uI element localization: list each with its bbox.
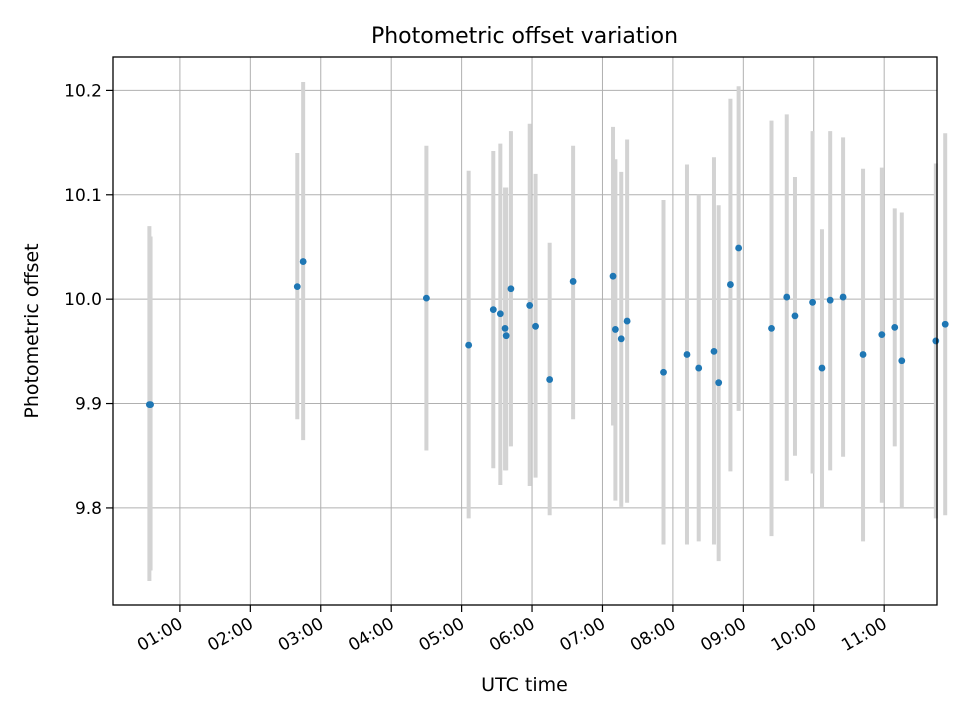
x-tick-label: 02:00 xyxy=(204,614,256,656)
data-point xyxy=(147,401,154,408)
data-point xyxy=(768,324,775,332)
grid-lines xyxy=(113,57,937,605)
data-point xyxy=(941,320,949,328)
x-tick-label: 10:00 xyxy=(768,614,820,656)
data-point xyxy=(818,364,826,372)
data-point xyxy=(526,302,534,309)
y-tick-label: 10.2 xyxy=(64,81,102,101)
data-point xyxy=(423,294,430,302)
data-point xyxy=(611,326,619,333)
data-point xyxy=(826,296,834,304)
x-tick-label: 08:00 xyxy=(627,614,679,656)
x-tick-label: 04:00 xyxy=(345,614,397,656)
data-point xyxy=(839,293,847,301)
y-tick-label: 9.8 xyxy=(75,499,102,519)
data-point xyxy=(507,285,515,293)
x-tick-label: 09:00 xyxy=(697,614,749,656)
x-tick-label: 07:00 xyxy=(557,614,609,656)
data-point xyxy=(489,306,497,314)
data-point xyxy=(783,293,791,301)
data-point xyxy=(569,278,577,285)
data-point xyxy=(695,364,703,372)
data-point xyxy=(660,368,667,376)
data-point xyxy=(532,322,539,330)
x-tick-label: 06:00 xyxy=(486,614,538,656)
data-point xyxy=(809,298,816,306)
x-axis-label: UTC time xyxy=(481,674,568,696)
data-point xyxy=(623,317,631,325)
x-tick-label: 01:00 xyxy=(134,614,186,656)
x-tick-label: 05:00 xyxy=(416,614,468,656)
data-point xyxy=(791,312,799,320)
data-point xyxy=(465,341,473,349)
x-tick-label: 11:00 xyxy=(838,614,890,656)
data-point xyxy=(727,281,734,288)
data-point xyxy=(715,379,723,387)
data-point xyxy=(293,283,301,291)
data-point xyxy=(878,331,886,339)
data-point xyxy=(735,244,743,252)
data-point xyxy=(710,347,718,355)
data-point xyxy=(891,323,899,331)
data-point xyxy=(496,310,504,318)
data-point xyxy=(609,272,617,280)
data-point xyxy=(859,351,867,358)
plot-frame xyxy=(112,56,938,606)
y-tick-label: 9.9 xyxy=(75,395,102,415)
y-tick-label: 10.0 xyxy=(64,290,102,310)
y-tick-label: 10.1 xyxy=(64,186,102,206)
data-point xyxy=(502,332,510,340)
data-point xyxy=(299,258,307,265)
data-point xyxy=(932,337,940,345)
x-tick-label: 03:00 xyxy=(275,614,327,656)
x-axis-ticks: 01:00 02:00 03:00 04:00 05:00 06:00 07:00 08:00… xyxy=(134,605,891,656)
data-point xyxy=(501,324,509,332)
chart-title: Photometric offset variation xyxy=(371,24,678,49)
data-point xyxy=(546,376,554,383)
data-points xyxy=(145,244,949,408)
data-point xyxy=(617,335,625,343)
y-axis-ticks: 9.8 9.9 10.0 10.1 10.2 xyxy=(64,81,113,519)
error-bars xyxy=(147,82,948,581)
data-point xyxy=(898,357,906,365)
y-axis-label: Photometric offset xyxy=(21,243,43,418)
data-point xyxy=(683,351,691,358)
